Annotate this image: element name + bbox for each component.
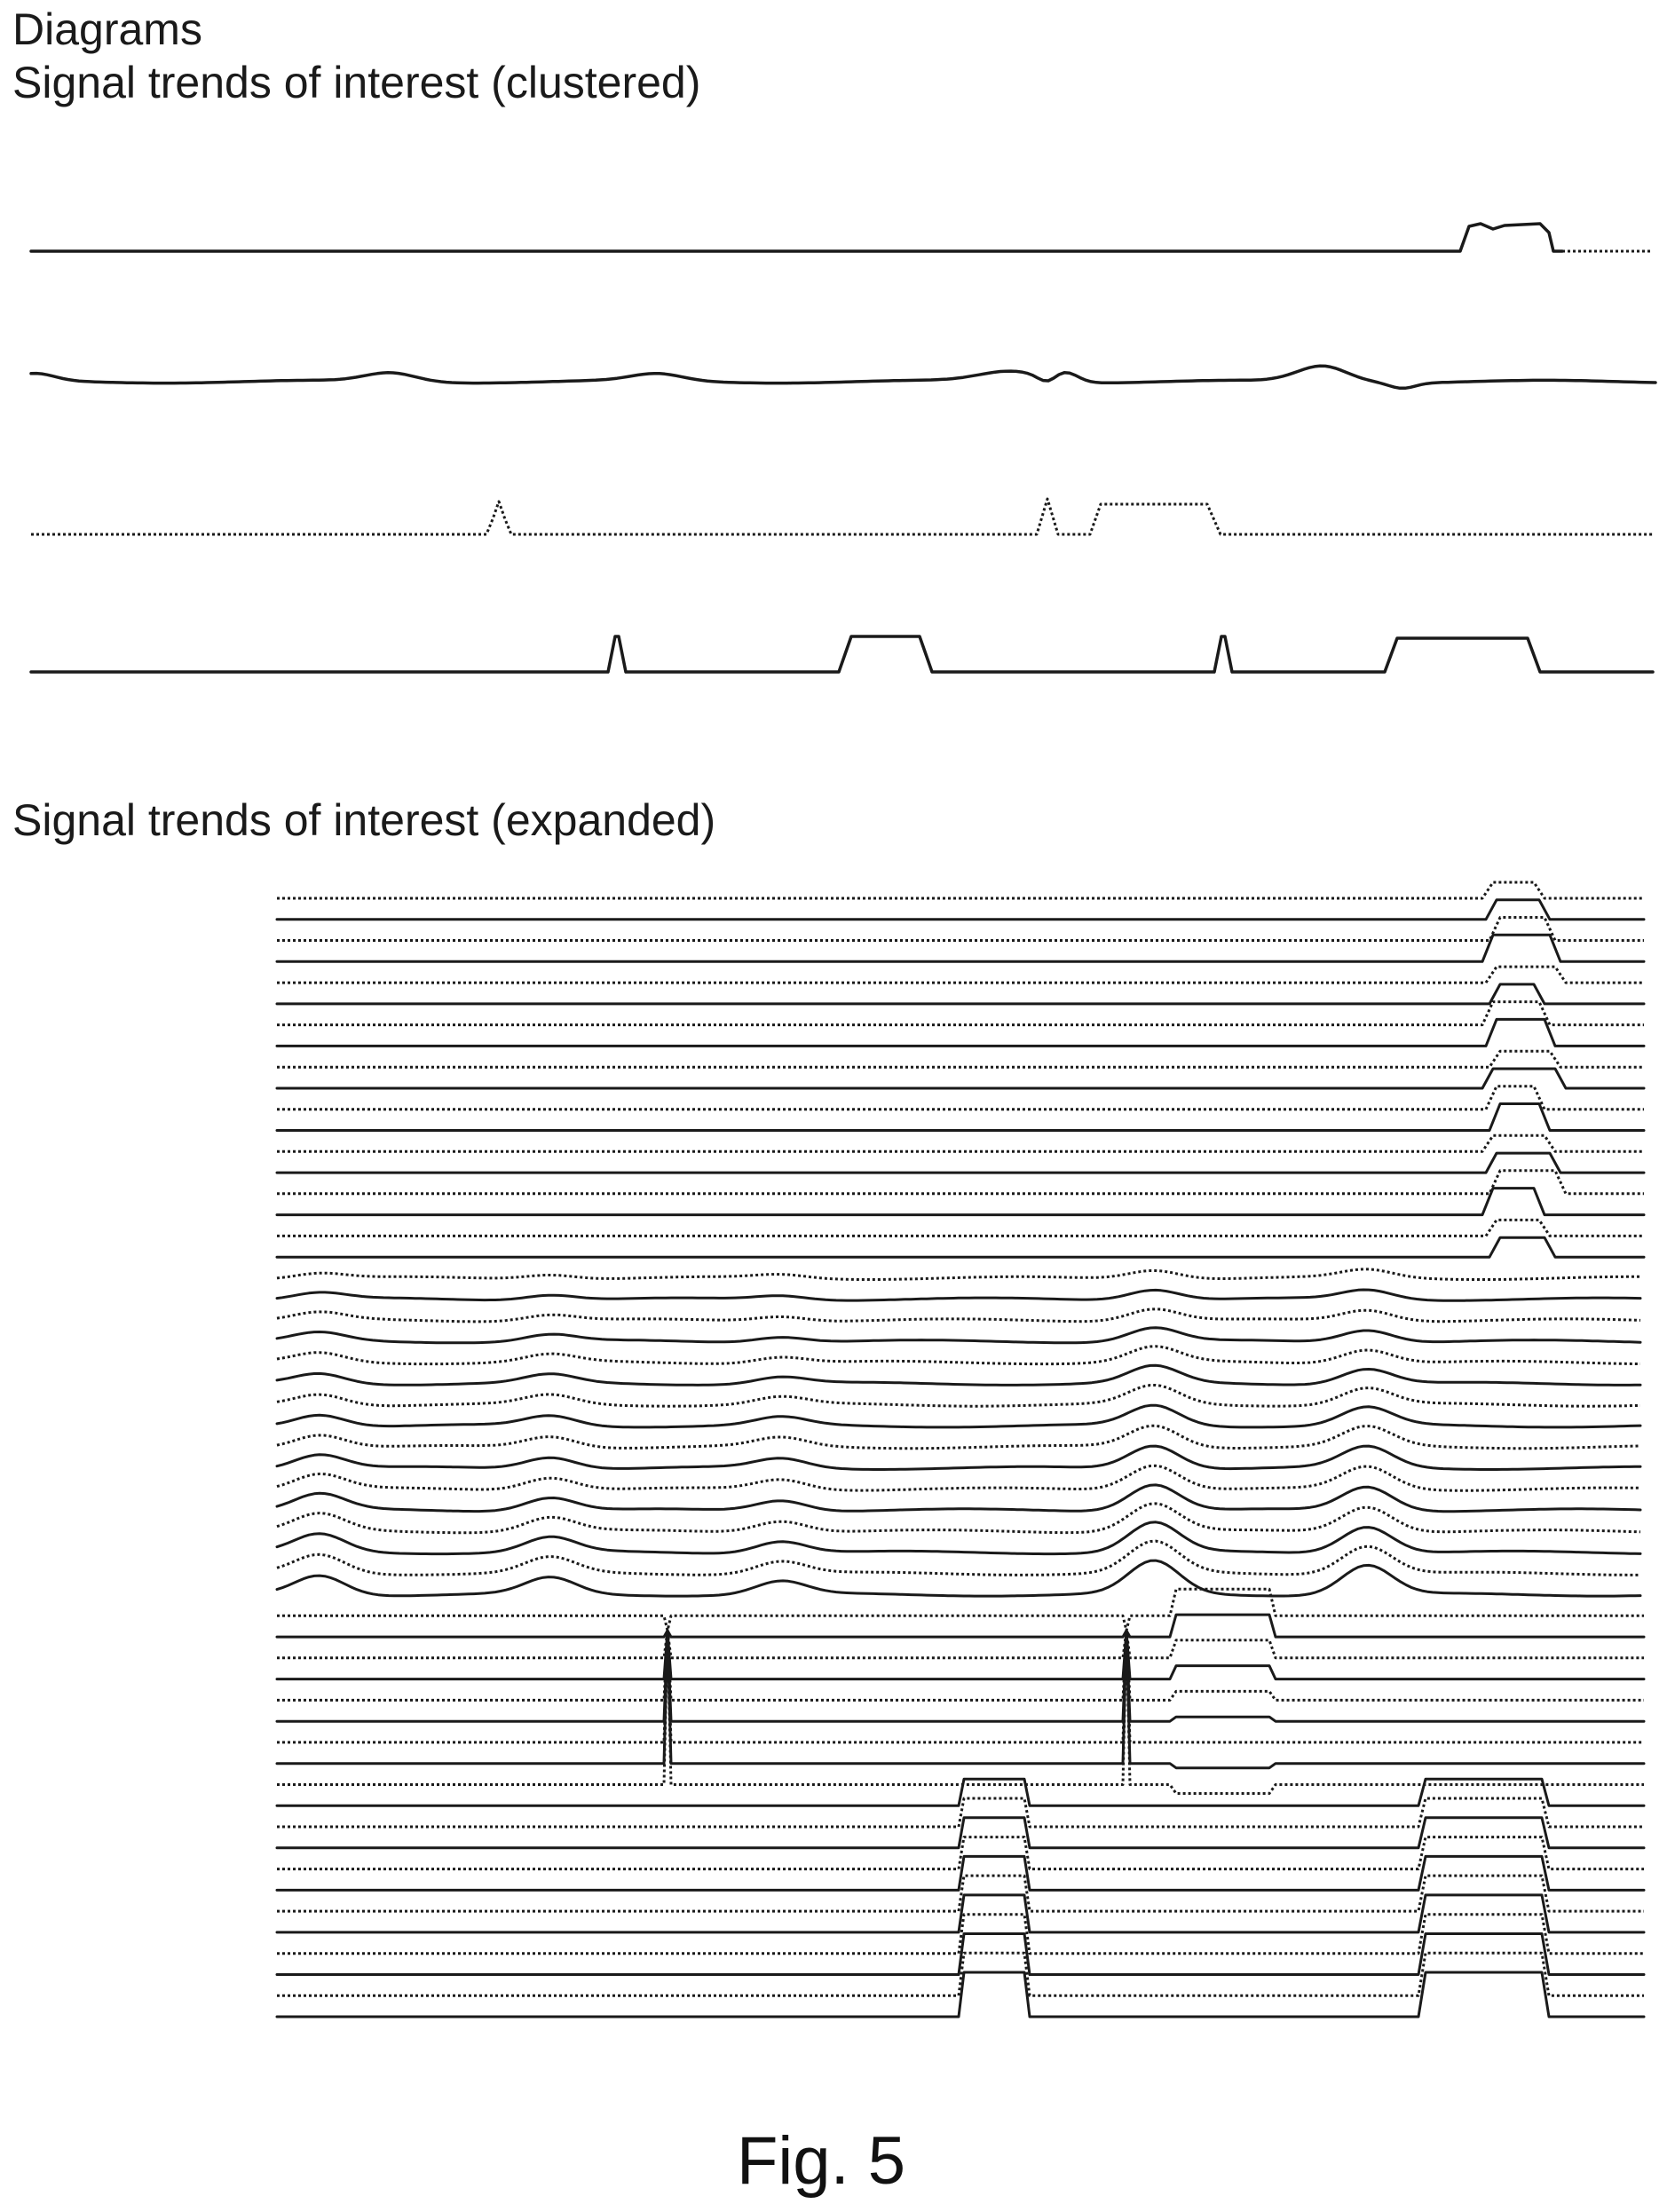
expanded-trend-21	[277, 1309, 1640, 1322]
expanded-trend-41	[277, 1631, 1644, 1742]
expanded-trend-40	[277, 1631, 1644, 1721]
expanded-trend-34	[277, 1560, 1640, 1596]
clustered-trends	[31, 224, 1655, 672]
figure-caption: Fig. 5	[737, 2121, 905, 2201]
expanded-trend-4	[277, 935, 1644, 961]
expanded-trend-2	[277, 900, 1644, 920]
expanded-trend-16	[277, 1189, 1644, 1215]
expanded-trend-15	[277, 1171, 1644, 1194]
expanded-trend-32	[277, 1522, 1640, 1554]
expanded-trend-28	[277, 1446, 1640, 1469]
expanded-trend-27	[277, 1426, 1640, 1448]
expanded-trend-10	[277, 1069, 1644, 1088]
expanded-trend-25	[277, 1386, 1640, 1407]
expanded-trend-20	[277, 1290, 1640, 1300]
clustered-trend-3	[31, 499, 1653, 534]
expanded-trend-19	[277, 1269, 1640, 1280]
expanded-trend-44	[277, 1779, 1644, 1805]
expanded-trend-23	[277, 1347, 1640, 1364]
expanded-trend-1	[277, 882, 1644, 898]
expanded-trend-13	[277, 1135, 1644, 1151]
expanded-trend-36	[277, 1615, 1644, 1637]
expanded-trend-24	[277, 1365, 1640, 1385]
expanded-trend-7	[277, 1002, 1644, 1025]
expanded-trend-3	[277, 918, 1644, 941]
expanded-trend-12	[277, 1104, 1644, 1131]
clustered-trend-1	[31, 224, 1562, 251]
expanded-trend-17	[277, 1220, 1644, 1236]
expanded-trend-6	[277, 984, 1644, 1004]
expanded-trend-11	[277, 1086, 1644, 1110]
expanded-trend-22	[277, 1328, 1640, 1343]
clustered-trend-2	[31, 366, 1655, 388]
expanded-trend-33	[277, 1541, 1640, 1575]
expanded-trend-26	[277, 1405, 1640, 1427]
expanded-trend-37	[277, 1631, 1644, 1658]
expanded-trend-14	[277, 1153, 1644, 1173]
expanded-trends	[277, 882, 1644, 2017]
expanded-trend-39	[277, 1631, 1644, 1700]
expanded-trend-8	[277, 1019, 1644, 1046]
clustered-trend-4	[31, 636, 1653, 672]
expanded-trend-18	[277, 1237, 1644, 1257]
expanded-trend-9	[277, 1051, 1644, 1067]
expanded-trend-5	[277, 967, 1644, 983]
expanded-trend-43	[277, 1631, 1644, 1794]
expanded-trend-46	[277, 1818, 1644, 1848]
